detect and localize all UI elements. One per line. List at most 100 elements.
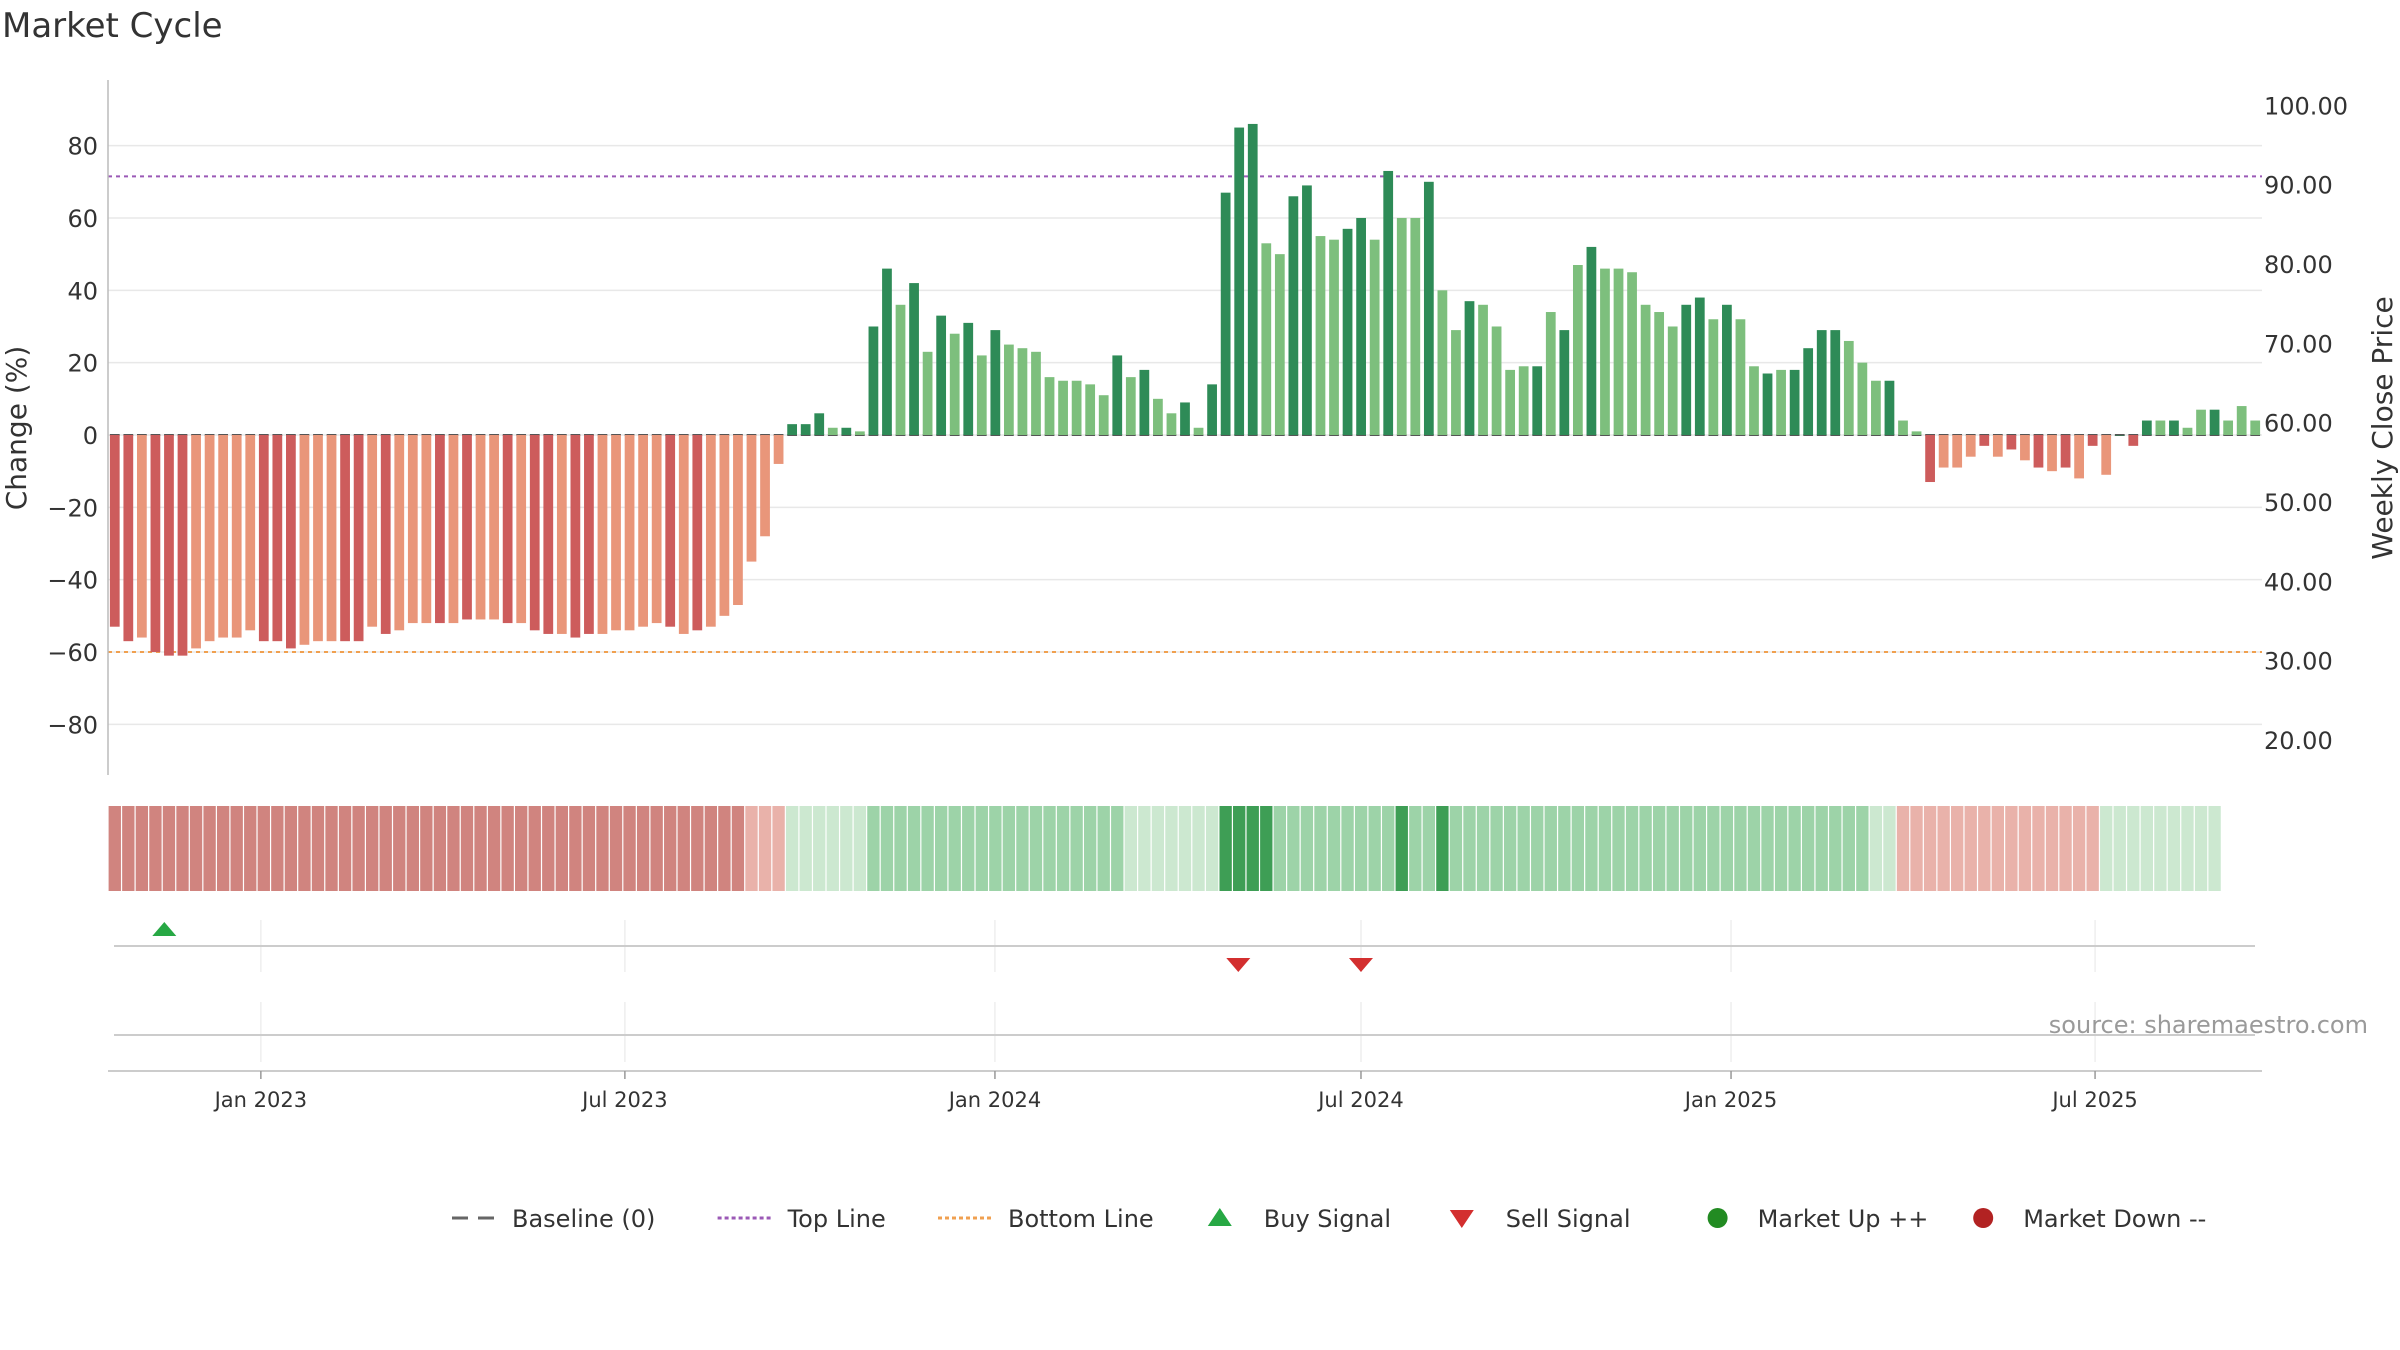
source-text: source: sharemaestro.com xyxy=(2049,1011,2368,1039)
bar xyxy=(462,435,472,620)
y2-tick-label: 30.00 xyxy=(2264,648,2333,676)
bar xyxy=(1586,246,1597,435)
strip-cell xyxy=(921,806,934,891)
bar xyxy=(1464,301,1475,435)
strip-cell xyxy=(664,806,677,891)
strip-cell xyxy=(1801,806,1815,891)
y2-tick-label: 70.00 xyxy=(2264,330,2333,358)
bar xyxy=(1816,330,1827,435)
bar xyxy=(2182,427,2193,435)
bar xyxy=(1830,330,1841,435)
bar xyxy=(1004,344,1014,435)
strip-cell xyxy=(1639,806,1652,891)
bar xyxy=(1925,435,1935,483)
bar xyxy=(1166,413,1177,435)
strip-cell xyxy=(1029,806,1043,891)
strip-cell xyxy=(1246,806,1259,891)
bar xyxy=(854,431,865,435)
legend: Baseline (0) Top Line Bottom Line Buy Signa… xyxy=(452,1205,2206,1233)
bar xyxy=(1681,304,1692,435)
bar xyxy=(1139,369,1150,435)
bar xyxy=(489,435,499,620)
y2-axis-label: Weekly Close Price xyxy=(2366,296,2399,559)
strip-cell xyxy=(596,806,609,891)
bar xyxy=(1288,196,1299,435)
y-tick-label: −80 xyxy=(47,711,98,739)
x-tick-label: Jan 2024 xyxy=(947,1088,1042,1112)
bar xyxy=(1044,377,1055,435)
bar xyxy=(2223,420,2234,435)
strip-cell xyxy=(1043,806,1056,891)
bar xyxy=(1965,435,1976,457)
bar xyxy=(1884,380,1895,435)
strip-cell xyxy=(1476,806,1490,891)
sell-signal-marker xyxy=(1226,958,1251,972)
y-axis-label: Change (%) xyxy=(0,346,33,511)
cycle-strip xyxy=(108,806,2221,891)
y2-tick-label: 20.00 xyxy=(2264,727,2333,755)
strip-cell xyxy=(1395,806,1408,891)
bar xyxy=(1871,380,1881,435)
strip-cell xyxy=(1273,806,1287,891)
bar xyxy=(692,435,703,631)
strip-cell xyxy=(1056,806,1070,891)
bar xyxy=(936,315,947,435)
bar xyxy=(2060,435,2071,468)
strip-cell xyxy=(1558,806,1571,891)
legend-label: Bottom Line xyxy=(1008,1205,1154,1233)
bar xyxy=(1559,330,1570,435)
bar xyxy=(313,435,323,642)
strip-cell xyxy=(1151,806,1165,891)
strip-cell xyxy=(1368,806,1381,891)
axes: 80 60 40 20 0 −20 −40 −60 −80 100.00 90.00 80.00 70.… xyxy=(47,80,2348,775)
strip-cell xyxy=(948,806,961,891)
y2-tick-label: 90.00 xyxy=(2264,172,2333,200)
strip-cell xyxy=(406,806,419,891)
bars xyxy=(109,123,2261,656)
strip-cell xyxy=(1856,806,1869,891)
strip-cell xyxy=(636,806,650,891)
bar xyxy=(543,435,554,634)
strip-cell xyxy=(1287,806,1300,891)
strip-cell xyxy=(975,806,988,891)
strip-cell xyxy=(515,806,528,891)
legend-label: Baseline (0) xyxy=(512,1205,655,1233)
strip-cell xyxy=(1233,806,1246,891)
bar xyxy=(421,435,432,624)
bar xyxy=(2101,435,2112,475)
bar xyxy=(814,413,825,435)
bar xyxy=(2196,409,2206,435)
strip-cell xyxy=(840,806,853,891)
strip-cell xyxy=(1923,806,1937,891)
bar xyxy=(705,435,716,627)
bar xyxy=(529,435,540,631)
legend-item: Sell Signal xyxy=(1449,1205,1630,1233)
bar xyxy=(1153,398,1163,435)
bar xyxy=(2250,420,2261,435)
bar xyxy=(787,424,798,435)
x-tick-label: Jan 2023 xyxy=(213,1088,308,1112)
x-tick-label: Jul 2024 xyxy=(1316,1088,1403,1112)
strip-cell xyxy=(2194,806,2208,891)
strip-cell xyxy=(582,806,596,891)
bar xyxy=(502,435,513,624)
x-tick-label: Jul 2025 xyxy=(2050,1088,2137,1112)
bar xyxy=(272,435,283,642)
legend-item: Bottom Line xyxy=(938,1205,1154,1233)
strip-cell xyxy=(2059,806,2072,891)
bar xyxy=(1979,435,1990,446)
y2-tick-label: 40.00 xyxy=(2264,568,2333,596)
bar xyxy=(1694,297,1705,435)
strip-cell xyxy=(1436,806,1449,891)
bar xyxy=(2033,435,2044,468)
strip-cell xyxy=(1097,806,1110,891)
bar xyxy=(231,435,242,638)
strip-cell xyxy=(1016,806,1029,891)
strip-cell xyxy=(826,806,839,891)
bar xyxy=(1898,420,1908,435)
bar xyxy=(340,435,350,642)
bar xyxy=(760,435,770,537)
strip-cell xyxy=(1449,806,1463,891)
bar xyxy=(164,435,174,656)
bar xyxy=(1654,312,1665,435)
